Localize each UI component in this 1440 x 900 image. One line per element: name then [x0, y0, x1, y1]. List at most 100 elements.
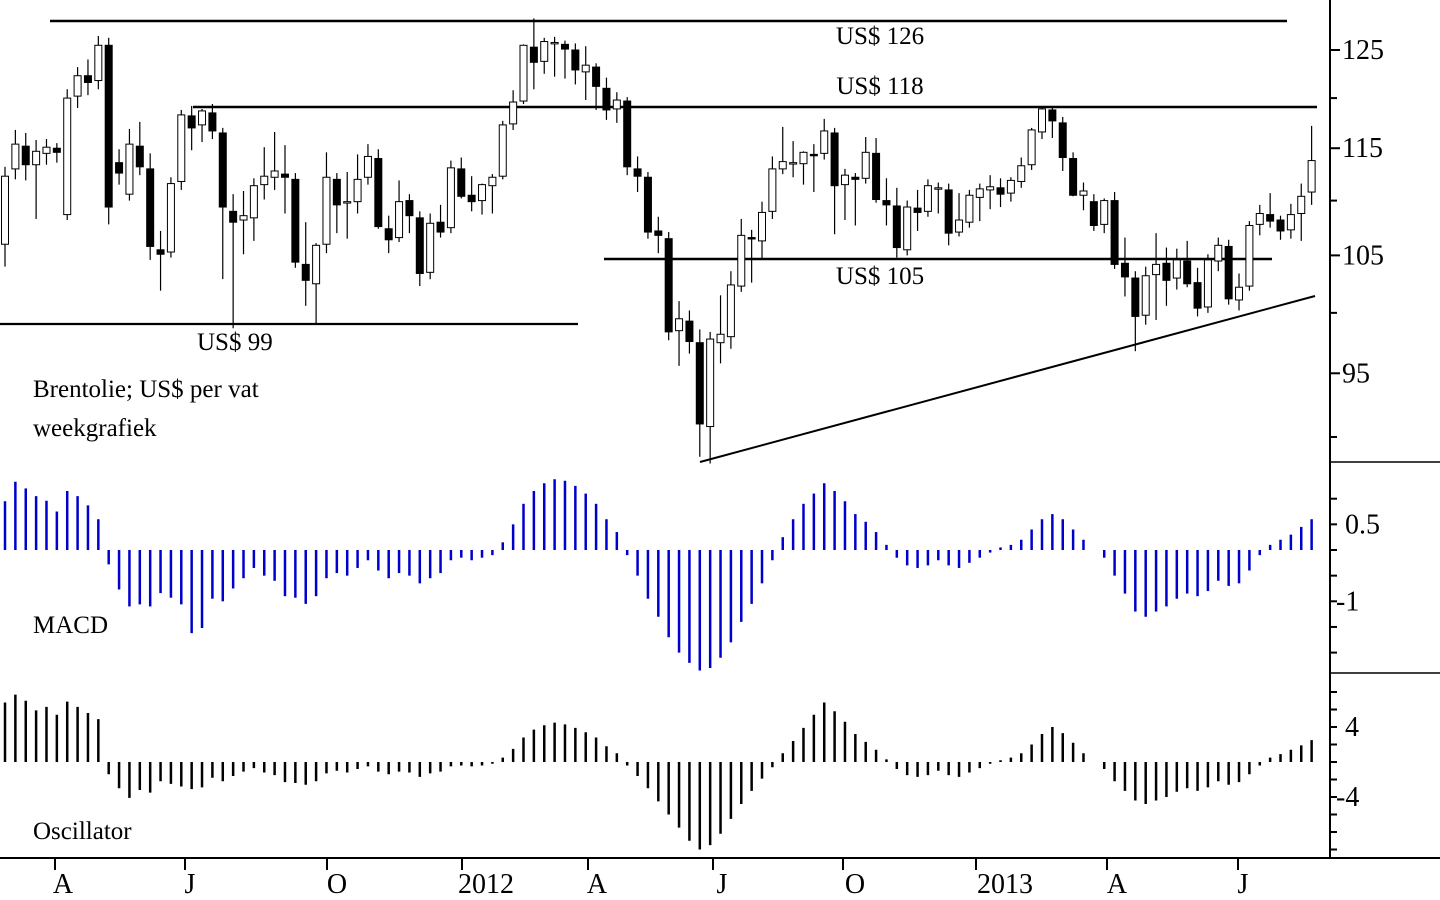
candle-body-up [42, 146, 51, 154]
candle-body-up [322, 176, 331, 245]
macd-tick-label: 0.5 [1345, 509, 1380, 540]
candle-body-down [872, 152, 881, 201]
candle-body-up [965, 194, 974, 223]
macd-tick-label: -1 [1336, 586, 1359, 617]
candle-body-up [1017, 165, 1026, 182]
candle-body-up [975, 188, 984, 198]
candle-body-up [363, 155, 372, 178]
price-tick-label: 125 [1342, 35, 1384, 66]
candle-body-up [789, 162, 798, 165]
price-tick-label: 115 [1342, 133, 1383, 164]
price-tick-label: 105 [1342, 240, 1384, 271]
price-tick-label: 95 [1342, 358, 1370, 389]
candle-body-down [830, 132, 839, 187]
candle-body-down [633, 168, 642, 177]
candle-body-down [467, 194, 476, 203]
candle-body-down [280, 173, 289, 178]
candle-body-down [602, 87, 611, 111]
candle-body-up [94, 44, 103, 82]
candle-body-down [301, 263, 310, 281]
candle-body-up [726, 284, 735, 338]
candle-body-up [488, 176, 497, 187]
candle-body-up [861, 151, 870, 179]
candle-body-down [1058, 122, 1067, 158]
candle-body-up [446, 167, 455, 229]
candle-body-down [115, 162, 124, 174]
candle-body-down [851, 176, 860, 180]
candle-body-down [1193, 282, 1202, 309]
x-tick-label: 2013 [977, 869, 1033, 900]
candle-body-up [778, 161, 787, 170]
candle-body-up [1297, 195, 1306, 215]
candle-body-down [664, 238, 673, 333]
x-tick-label: O [327, 869, 347, 900]
candle-body-up [1038, 108, 1046, 133]
candle-body-up [923, 185, 932, 212]
candle-body-down [1266, 214, 1275, 222]
candle-body-down [809, 153, 818, 157]
candle-body-up [1152, 263, 1161, 276]
candle-body-down [436, 221, 445, 233]
candle-body-down [623, 100, 632, 168]
candle-body-up [343, 201, 352, 204]
candle-body-up [509, 101, 518, 125]
candle-body-down [405, 200, 414, 217]
candle-body-up [498, 124, 507, 177]
candle-body-down [654, 230, 663, 236]
candle-body-up [198, 110, 207, 126]
candle-body-up [612, 99, 621, 110]
x-tick-label: 2012 [458, 869, 514, 900]
candle-body-up [1255, 213, 1264, 225]
candle-body-up [1235, 286, 1244, 301]
candle-body-up [177, 114, 186, 182]
x-tick-label: J [185, 869, 196, 900]
candle-body-up [1, 175, 9, 245]
candle-body-up [1100, 200, 1109, 225]
candle-body-up [519, 44, 528, 102]
candle-body-down [996, 187, 1005, 195]
candle-body-down [1089, 201, 1098, 226]
candle-body-down [415, 217, 424, 274]
candle-body-up [395, 201, 404, 239]
candle-body-down [146, 168, 155, 247]
candle-body-down [332, 178, 341, 206]
candle-body-up [32, 150, 41, 166]
candle-body-down [1131, 277, 1140, 317]
candle-body-down [892, 205, 901, 249]
candle-body-down [944, 189, 953, 234]
candle-body-up [986, 186, 995, 191]
candle-body-down [187, 115, 196, 129]
candle-body-up [426, 222, 435, 273]
candle-body-up [1006, 179, 1015, 194]
candle-body-down [52, 147, 61, 153]
candle-body-down [135, 145, 144, 168]
candle-body-down [104, 44, 113, 208]
candle-body-down [83, 75, 92, 83]
candle-body-up [249, 185, 258, 219]
candle-body-down [384, 228, 393, 241]
candle-body-up [125, 143, 134, 195]
candle-body-up [706, 338, 715, 428]
level-label-126: US$ 126 [835, 23, 925, 50]
candle-body-down [291, 178, 300, 263]
candle-body-up [903, 206, 912, 251]
candle-body-up [675, 318, 684, 332]
candle-body-down [882, 200, 891, 206]
chart-title-line1: Brentolie; US$ per vat [33, 376, 259, 403]
x-tick-label: A [1107, 869, 1128, 900]
candle-body-up [799, 151, 808, 165]
candle-body-up [955, 219, 964, 233]
trendline [699, 295, 1316, 463]
candle-body-down [218, 132, 227, 208]
candle-body-up [820, 130, 829, 154]
candle-body-down [1183, 260, 1192, 285]
candle-body-down [457, 168, 466, 197]
x-tick-label: J [717, 869, 728, 900]
candle-body-down [529, 46, 538, 63]
oscillator-tick-label: -4 [1336, 782, 1359, 813]
candle-body-down [560, 43, 569, 50]
candle-body-up [1141, 275, 1150, 316]
candle-body-up [11, 143, 20, 170]
candle-body-up [1245, 224, 1254, 287]
